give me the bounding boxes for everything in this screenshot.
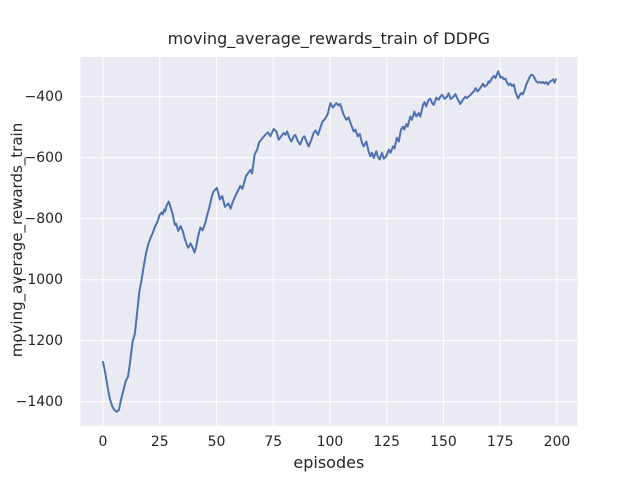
series-line [102,70,557,413]
y-tick-label: −1400 [15,393,63,410]
y-tick-label: −1200 [15,332,63,349]
y-tick-label: −1000 [15,271,63,288]
chart-title: moving_average_rewards_train of DDPG [167,29,491,48]
x-tick-label: 25 [150,434,169,450]
y-tick-label: −800 [24,210,63,227]
y-tick-label: −400 [24,88,63,105]
x-tick-label: 175 [486,434,514,450]
x-tick-label: 50 [207,434,226,450]
y-tick-label: −600 [24,149,63,166]
x-tick-label: 150 [430,434,457,450]
x-tick-label: 200 [543,434,571,450]
x-tick-label: 75 [264,434,283,450]
x-tick-label: 125 [373,434,401,450]
x-axis-label: episodes [293,453,365,472]
x-tick-label: 100 [316,434,344,450]
x-tick-label: 0 [98,434,108,450]
plot-area [80,57,578,426]
